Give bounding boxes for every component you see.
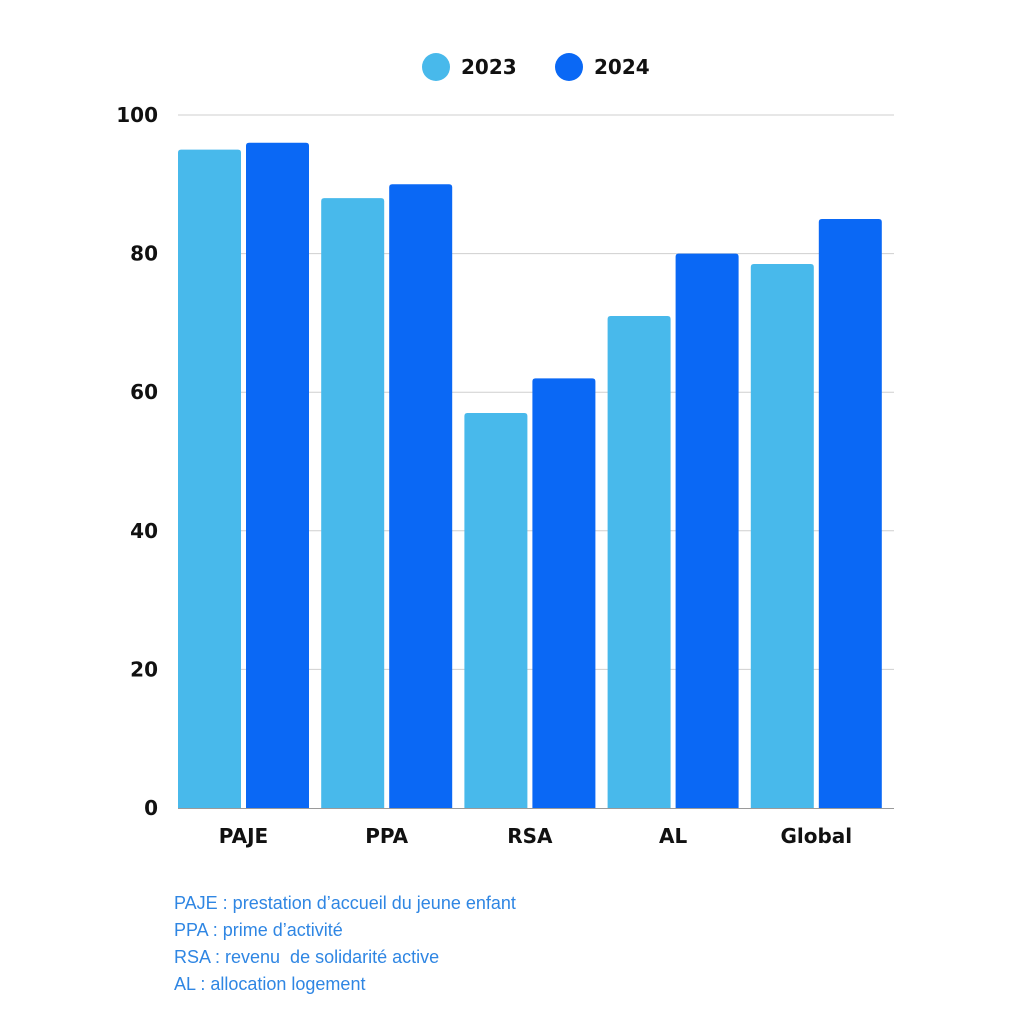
legend-label-2023: 2023: [461, 55, 517, 79]
bar-ppa-2024: [389, 184, 453, 809]
bar-paje-2024: [246, 142, 309, 809]
bar-global-2024: [818, 218, 882, 808]
x-tick-ppa: PPA: [365, 824, 408, 848]
y-tick-40: 40: [130, 519, 158, 543]
bar-ppa-2023: [321, 198, 385, 808]
bar-paje-2023: [178, 149, 241, 808]
bar-al-2024: [675, 253, 739, 809]
bars: [178, 142, 882, 809]
y-tick-0: 0: [144, 796, 158, 820]
legend-label-2024: 2024: [594, 55, 650, 79]
bar-rsa-2024: [532, 378, 596, 808]
note-ppa: PPA : prime d’activité: [174, 920, 343, 940]
note-rsa: RSA : revenu de solidarité active: [174, 947, 440, 967]
x-tick-global: Global: [780, 824, 852, 848]
y-tick-100: 100: [116, 103, 158, 127]
bar-chart: 2023 2024 0 20 40 60 80 100 PAJE PPA RSA AL Global: [116, 53, 894, 848]
legend-swatch-2023: [422, 53, 450, 81]
bar-rsa-2023: [464, 412, 528, 808]
x-tick-al: AL: [659, 824, 687, 848]
x-tick-rsa: RSA: [507, 824, 553, 848]
abbreviation-notes: PAJE : prestation d’accueil du jeune enf…: [174, 890, 874, 998]
bar-al-2023: [607, 315, 671, 808]
y-axis: 0 20 40 60 80 100: [116, 103, 158, 820]
legend-swatch-2024: [555, 53, 583, 81]
legend: 2023 2024: [422, 53, 650, 81]
x-axis: PAJE PPA RSA AL Global: [219, 824, 852, 848]
x-tick-paje: PAJE: [219, 824, 268, 848]
y-tick-20: 20: [130, 657, 158, 681]
y-tick-60: 60: [130, 380, 158, 404]
bar-global-2023: [750, 263, 814, 808]
note-paje: PAJE : prestation d’accueil du jeune enf…: [174, 893, 516, 913]
note-al: AL : allocation logement: [174, 974, 366, 994]
y-tick-80: 80: [130, 242, 158, 266]
